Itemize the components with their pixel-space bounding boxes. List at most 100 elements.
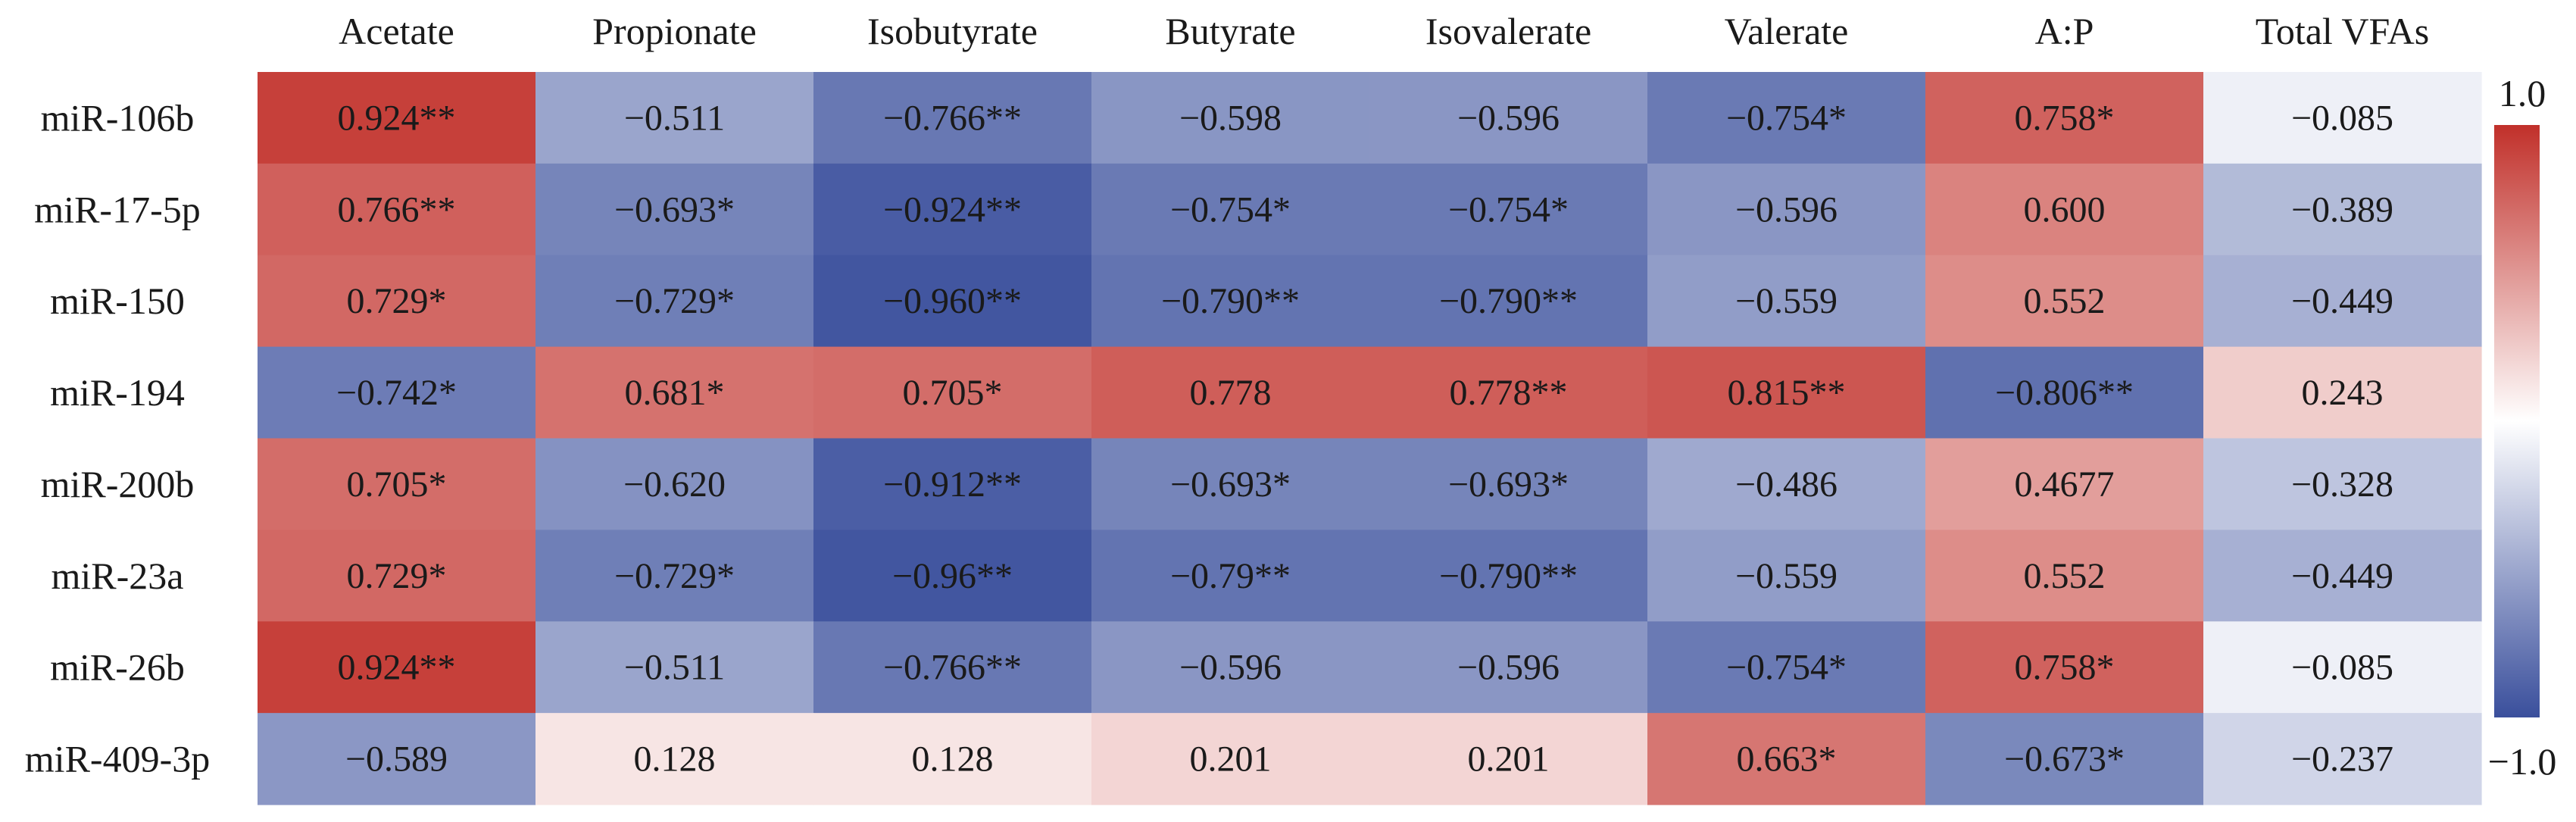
cell-value-label: −0.085 — [2291, 98, 2393, 138]
heatmap-cell — [1925, 72, 2204, 164]
cell-value-label: 0.128 — [634, 739, 716, 780]
row-labels: miR-106b miR-17-5p miR-150 miR-194 miR-200b m… — [25, 96, 210, 780]
row-label: miR-150 — [50, 280, 185, 322]
cell-value-label: −0.486 — [1735, 464, 1838, 505]
cell-value-label: −0.790** — [1439, 281, 1578, 321]
column-label: Total VFAs — [2256, 10, 2429, 52]
row-label: miR-409-3p — [25, 738, 210, 780]
cell-value-label: −0.729* — [614, 281, 735, 321]
cell-value-label: −0.960** — [883, 281, 1022, 321]
heatmap-cell — [1369, 530, 1648, 622]
heatmap-cell — [1091, 163, 1370, 256]
cell-value-label: −0.790** — [1439, 556, 1578, 596]
heatmap-cell — [1369, 438, 1648, 530]
cell-value-label: −0.511 — [624, 648, 725, 688]
heatmap-cell — [535, 621, 814, 714]
heatmap-cells: 0.924** −0.511 −0.766** −0.598 −0.596 −0.754*… — [258, 72, 2482, 805]
cell-value-label: −0.559 — [1735, 281, 1838, 321]
heatmap-cell — [1925, 530, 2204, 622]
heatmap-cell — [535, 438, 814, 530]
heatmap-cell — [258, 438, 536, 530]
heatmap-cell — [535, 713, 814, 805]
heatmap-cell — [535, 255, 814, 348]
heatmap-cell — [1647, 72, 1926, 164]
cell-value-label: −0.589 — [345, 739, 448, 780]
row-label: miR-26b — [50, 646, 185, 689]
heatmap-cell — [2203, 255, 2482, 348]
heatmap-cell — [813, 530, 1092, 622]
cell-value-label: −0.449 — [2291, 281, 2393, 321]
heatmap-cell — [1369, 255, 1648, 348]
row-label: miR-17-5p — [34, 188, 200, 230]
heatmap-cell — [2203, 713, 2482, 805]
heatmap-cell — [1091, 530, 1370, 622]
heatmap-cell — [1647, 255, 1926, 348]
heatmap-cell — [1925, 621, 2204, 714]
cell-value-label: −0.085 — [2291, 648, 2393, 688]
heatmap-cell — [258, 530, 536, 622]
heatmap-cell — [2203, 438, 2482, 530]
heatmap-cell — [2203, 163, 2482, 256]
column-label: Acetate — [339, 10, 454, 52]
heatmap-cell — [1647, 530, 1926, 622]
row-label: miR-106b — [41, 96, 195, 139]
heatmap-cell — [535, 530, 814, 622]
cell-value-label: −0.596 — [1457, 648, 1560, 688]
heatmap-cell — [535, 72, 814, 164]
cell-value-label: −0.729* — [614, 556, 735, 596]
colorbar-gradient — [2494, 125, 2540, 717]
cell-value-label: 0.705* — [903, 373, 1003, 413]
cell-value-label: −0.237 — [2291, 739, 2393, 780]
cell-value-label: 0.201 — [1190, 739, 1272, 780]
column-labels: Acetate Propionate Isobutyrate Butyrate Isov… — [339, 10, 2429, 52]
heatmap-cell — [1369, 163, 1648, 256]
cell-value-label: −0.511 — [624, 98, 725, 138]
column-label: Propionate — [592, 10, 757, 52]
cell-value-label: 0.729* — [347, 281, 447, 321]
cell-value-label: −0.754* — [1170, 189, 1291, 230]
cell-value-label: −0.598 — [1179, 98, 1282, 138]
heatmap-cell — [258, 72, 536, 164]
column-label: Isovalerate — [1425, 10, 1591, 52]
cell-value-label: 0.552 — [2024, 556, 2106, 596]
row-label: miR-200b — [41, 463, 195, 505]
cell-value-label: 0.600 — [2024, 189, 2106, 230]
colorbar-min-label: −1.0 — [2488, 740, 2557, 783]
heatmap-cell — [813, 72, 1092, 164]
cell-value-label: −0.790** — [1161, 281, 1300, 321]
heatmap-cell — [1647, 163, 1926, 256]
heatmap-cell — [813, 438, 1092, 530]
heatmap-cell — [1647, 621, 1926, 714]
cell-value-label: −0.96** — [892, 556, 1013, 596]
heatmap-cell — [1369, 346, 1648, 439]
cell-value-label: 0.681* — [625, 373, 725, 413]
cell-value-label: 0.201 — [1468, 739, 1550, 780]
cell-value-label: 0.4677 — [2015, 464, 2115, 505]
cell-value-label: −0.79** — [1170, 556, 1291, 596]
cell-value-label: −0.328 — [2291, 464, 2393, 505]
cell-value-label: −0.673* — [2004, 739, 2125, 780]
cell-value-label: 0.778** — [1450, 373, 1568, 413]
cell-value-label: 0.663* — [1737, 739, 1837, 780]
row-label: miR-194 — [50, 371, 185, 414]
cell-value-label: −0.766** — [883, 648, 1022, 688]
column-label: Butyrate — [1165, 10, 1295, 52]
cell-value-label: 0.729* — [347, 556, 447, 596]
cell-value-label: 0.924** — [338, 648, 456, 688]
cell-value-label: −0.693* — [1170, 464, 1291, 505]
cell-value-label: 0.243 — [2302, 373, 2384, 413]
column-label: Isobutyrate — [867, 10, 1038, 52]
cell-value-label: −0.389 — [2291, 189, 2393, 230]
cell-value-label: −0.766** — [883, 98, 1022, 138]
heatmap-cell — [1925, 438, 2204, 530]
heatmap-cell — [1647, 713, 1926, 805]
heatmap-cell — [813, 713, 1092, 805]
cell-value-label: −0.754* — [1726, 648, 1847, 688]
heatmap-cell — [2203, 530, 2482, 622]
heatmap-cell — [258, 163, 536, 256]
cell-value-label: 0.924** — [338, 98, 456, 138]
cell-value-label: −0.693* — [1448, 464, 1569, 505]
heatmap-cell — [1369, 713, 1648, 805]
cell-value-label: −0.449 — [2291, 556, 2393, 596]
